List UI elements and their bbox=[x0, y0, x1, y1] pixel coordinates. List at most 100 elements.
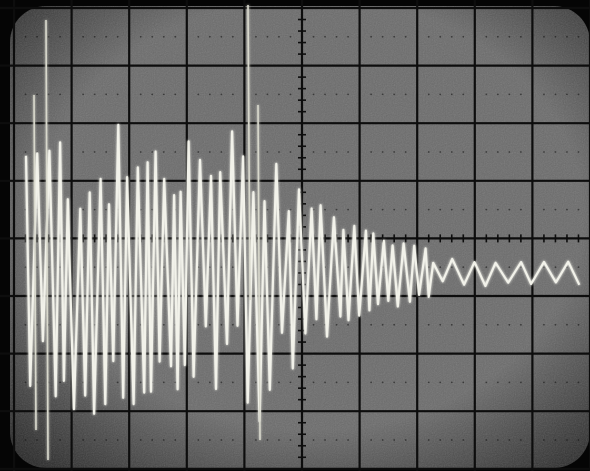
graticule-dot bbox=[208, 323, 211, 326]
graticule-dot bbox=[116, 35, 119, 38]
graticule-dot bbox=[13, 323, 15, 326]
graticule-dot bbox=[347, 323, 349, 326]
graticule-dot bbox=[255, 208, 257, 211]
graticule-dot bbox=[220, 35, 223, 38]
graticule-dot bbox=[24, 323, 27, 326]
graticule-dot bbox=[13, 439, 15, 441]
graticule-dot bbox=[266, 35, 269, 38]
graticule-dot bbox=[496, 323, 499, 326]
graticule-dot bbox=[370, 439, 373, 441]
graticule-dot bbox=[289, 35, 292, 38]
graticule-dot bbox=[347, 439, 349, 441]
graticule-dot bbox=[174, 381, 177, 384]
graticule-dot bbox=[519, 381, 522, 384]
graticule-dot bbox=[531, 266, 534, 269]
graticule-dot bbox=[13, 266, 15, 269]
graticule-dot bbox=[82, 151, 85, 153]
graticule-dot bbox=[393, 381, 396, 384]
graticule-dot bbox=[278, 323, 280, 326]
graticule-dot bbox=[312, 439, 315, 441]
graticule-dot bbox=[301, 381, 303, 384]
graticule-dot bbox=[70, 439, 73, 441]
graticule-dot bbox=[519, 266, 522, 269]
graticule-dot bbox=[508, 93, 511, 96]
graticule-dot bbox=[220, 439, 223, 441]
graticule-dot bbox=[462, 208, 465, 211]
graticule-dot bbox=[508, 151, 511, 153]
graticule-dot bbox=[519, 439, 522, 441]
graticule-dot bbox=[151, 439, 154, 441]
graticule-dot bbox=[531, 35, 534, 38]
graticule-dot bbox=[566, 266, 568, 269]
graticule-dot bbox=[393, 35, 396, 38]
graticule-dot bbox=[358, 35, 361, 38]
graticule-dot bbox=[439, 323, 442, 326]
graticule-dot bbox=[162, 151, 165, 153]
graticule-dot bbox=[289, 208, 292, 211]
graticule-dot bbox=[404, 93, 407, 96]
graticule-dot bbox=[266, 439, 269, 441]
graticule-dot bbox=[347, 151, 349, 153]
graticule-dot bbox=[427, 35, 430, 38]
graticule-dot bbox=[543, 93, 545, 96]
graticule-dot bbox=[496, 208, 499, 211]
graticule-dot bbox=[347, 93, 349, 96]
waveform-line bbox=[24, 123, 581, 423]
graticule-dot bbox=[231, 35, 234, 38]
graticule-dot bbox=[393, 208, 396, 211]
graticule-dot bbox=[473, 439, 476, 441]
graticule-dot bbox=[266, 93, 269, 96]
graticule-dot bbox=[531, 208, 534, 211]
graticule-dot bbox=[312, 35, 315, 38]
graticule-dot bbox=[70, 266, 73, 269]
graticule-dot bbox=[450, 439, 453, 441]
graticule-dot bbox=[105, 439, 108, 441]
graticule-dot bbox=[508, 323, 511, 326]
graticule-dot bbox=[36, 381, 38, 384]
graticule-dot bbox=[266, 381, 269, 384]
graticule-dot bbox=[450, 151, 453, 153]
graticule-dot bbox=[335, 151, 338, 153]
graticule-dot bbox=[197, 439, 200, 441]
graticule-dot bbox=[450, 35, 453, 38]
graticule-dot bbox=[519, 151, 522, 153]
graticule-dot bbox=[278, 439, 280, 441]
graticule-dot bbox=[174, 439, 177, 441]
graticule-dot bbox=[36, 35, 38, 38]
graticule-dot bbox=[485, 323, 488, 326]
graticule-dot bbox=[197, 323, 200, 326]
graticule-dot bbox=[93, 266, 96, 269]
graticule-dot bbox=[266, 208, 269, 211]
graticule-dot bbox=[335, 381, 338, 384]
graticule-dot bbox=[243, 323, 246, 326]
graticule-dot bbox=[278, 93, 280, 96]
graticule-dot bbox=[473, 208, 476, 211]
graticule-dot bbox=[404, 323, 407, 326]
graticule-dot bbox=[450, 323, 453, 326]
graticule-dot bbox=[139, 208, 142, 211]
graticule-dot bbox=[416, 93, 419, 96]
graticule-dot bbox=[324, 439, 326, 441]
graticule-dot bbox=[70, 93, 73, 96]
graticule-dot bbox=[278, 35, 280, 38]
graticule-dot bbox=[450, 93, 453, 96]
graticule-dot bbox=[220, 151, 223, 153]
graticule-dot bbox=[82, 93, 85, 96]
graticule-dot bbox=[301, 208, 303, 211]
graticule-dot bbox=[255, 439, 257, 441]
graticule-dot bbox=[496, 93, 499, 96]
graticule-dot bbox=[508, 35, 511, 38]
graticule-dot bbox=[462, 93, 465, 96]
graticule-dot bbox=[208, 381, 211, 384]
graticule-dot bbox=[128, 381, 131, 384]
graticule-dot bbox=[105, 35, 108, 38]
graticule-dot bbox=[105, 151, 108, 153]
graticule-dot bbox=[59, 381, 61, 384]
graticule-dot bbox=[289, 151, 292, 153]
graticule-dot bbox=[47, 266, 50, 269]
graticule-dot bbox=[82, 381, 85, 384]
graticule-dot bbox=[116, 323, 119, 326]
graticule-dot bbox=[519, 208, 522, 211]
graticule-dot bbox=[554, 381, 557, 384]
